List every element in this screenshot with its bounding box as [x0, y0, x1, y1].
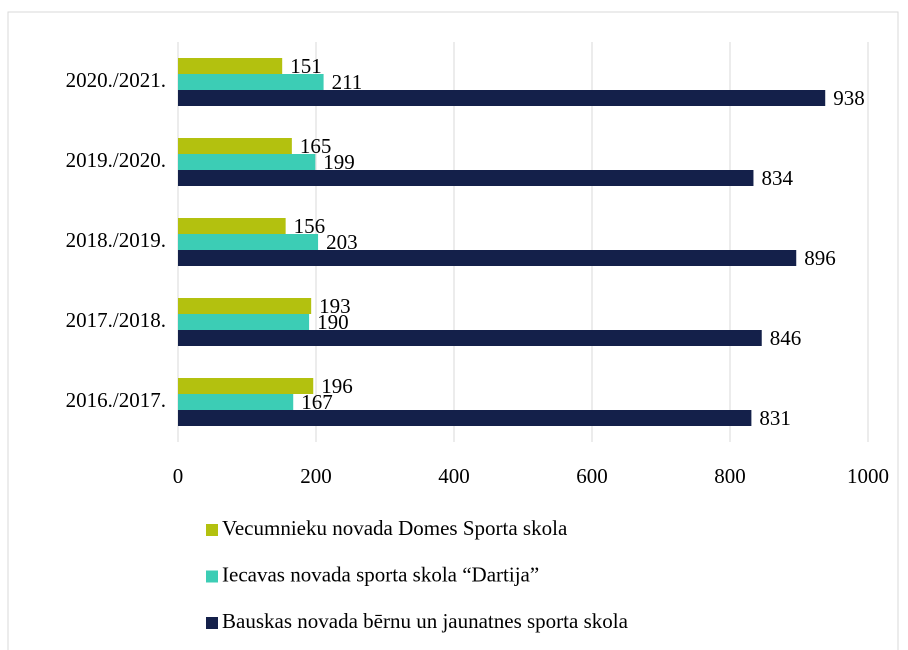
bar	[178, 250, 797, 266]
bar	[178, 218, 286, 234]
bar	[178, 170, 754, 186]
data-label: 151	[290, 54, 322, 78]
data-label: 846	[770, 326, 802, 350]
bar	[178, 138, 292, 154]
y-tick-label: 2019./2020.	[66, 148, 166, 172]
data-label: 831	[759, 406, 791, 430]
legend-swatch	[206, 524, 218, 536]
data-label: 896	[804, 246, 836, 270]
data-label: 190	[317, 310, 349, 334]
data-label: 167	[301, 390, 333, 414]
bar	[178, 234, 319, 250]
chart-border	[7, 11, 899, 650]
legend-label: Vecumnieku novada Domes Sporta skola	[222, 516, 568, 540]
legend-swatch	[206, 617, 218, 629]
data-label: 938	[833, 86, 865, 110]
legend-swatch	[206, 570, 218, 583]
bar	[178, 74, 324, 90]
y-tick-label: 2020./2021.	[66, 68, 166, 92]
bar	[178, 378, 314, 394]
y-tick-label: 2017./2018.	[66, 308, 166, 332]
bar	[178, 394, 294, 410]
x-tick-label: 1000	[847, 464, 889, 488]
bar	[178, 298, 312, 314]
bar	[178, 410, 752, 426]
x-tick-label: 400	[438, 464, 470, 488]
data-label: 834	[761, 166, 793, 190]
data-label: 199	[323, 150, 355, 174]
bar	[178, 314, 310, 330]
bar	[178, 154, 316, 170]
x-tick-label: 0	[173, 464, 184, 488]
data-label: 203	[326, 230, 358, 254]
data-label: 156	[294, 214, 326, 238]
legend-label: Bauskas novada bērnu un jaunatnes sporta…	[222, 609, 629, 633]
y-tick-label: 2016./2017.	[66, 388, 166, 412]
x-tick-label: 600	[576, 464, 608, 488]
legend-label: Iecavas novada sporta skola “Dartija”	[222, 562, 539, 586]
bar	[178, 330, 762, 346]
data-label: 211	[332, 70, 363, 94]
data-label: 165	[300, 134, 332, 158]
x-tick-label: 200	[300, 464, 332, 488]
x-tick-label: 800	[714, 464, 746, 488]
bar	[178, 90, 826, 106]
y-tick-label: 2018./2019.	[66, 228, 166, 252]
bar	[178, 58, 283, 74]
data-label: 196	[321, 374, 353, 398]
data-label: 193	[319, 294, 351, 318]
